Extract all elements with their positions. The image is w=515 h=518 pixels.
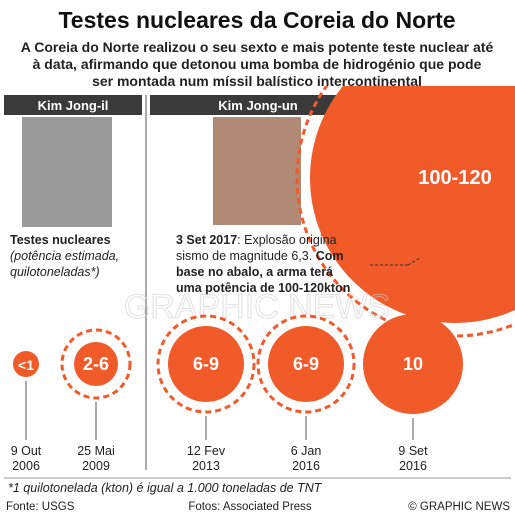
annotation-text: uma potência de 100-120kton — [176, 281, 350, 295]
date-year: 2009 — [82, 459, 110, 473]
watermark: GRAPHIC NEWS — [124, 288, 390, 326]
legend-title: Testes nucleares — [10, 233, 111, 247]
bubble-label: 100-120 — [418, 167, 491, 189]
annotation-text: sismo de magnitude 6,3. — [176, 249, 312, 263]
date-year: 2013 — [192, 459, 220, 473]
bubble-label: 6-9 — [293, 354, 319, 374]
credit: © GRAPHIC NEWS — [408, 501, 510, 513]
date-day: 9 Out — [11, 444, 42, 458]
legend-text: (potência estimada, — [10, 249, 119, 263]
bubble-label: 10 — [403, 354, 423, 374]
section-bar — [4, 95, 142, 115]
photo — [213, 117, 301, 225]
annotation-text: Com — [316, 249, 344, 263]
section-label: Kim Jong-un — [218, 98, 297, 113]
photo — [22, 117, 112, 227]
bubble — [310, 86, 515, 323]
annotation: sismo de magnitude 6,3. Com — [176, 249, 343, 263]
legend-text: quilotoneladas*) — [10, 265, 100, 279]
bubble-label: <1 — [18, 357, 34, 373]
subtitle: à data, afirmando que detonou uma bomba … — [33, 56, 482, 72]
ring — [60, 328, 132, 400]
bubble-label: 2-6 — [83, 354, 109, 374]
date-year: 2016 — [292, 459, 320, 473]
bubble — [74, 342, 118, 386]
bubble — [168, 326, 244, 402]
bubble-label: 6-9 — [193, 354, 219, 374]
date-day: 12 Fev — [187, 444, 226, 458]
subtitle: A Coreia do Norte realizou o seu sexto e… — [21, 39, 494, 55]
date-day: 6 Jan — [291, 444, 322, 458]
photo-credit: Fotos: Associated Press — [188, 501, 312, 513]
date-day: 9 Set — [398, 444, 428, 458]
date-year: 2016 — [399, 459, 427, 473]
annotation-date: 3 Set 2017 — [176, 233, 237, 247]
ring — [156, 314, 256, 414]
annotation-text: base no abalo, a arma terá — [176, 265, 333, 279]
bubble — [13, 351, 39, 377]
date-year: 2006 — [12, 459, 40, 473]
source: Fonte: USGS — [6, 501, 75, 513]
date-day: 25 Mai — [77, 444, 115, 458]
bubble — [363, 314, 463, 414]
annotation: 3 Set 2017: Explosão origina — [176, 233, 337, 247]
subtitle: ser montada num míssil balístico interco… — [92, 73, 422, 89]
ring — [256, 314, 356, 414]
bubble — [268, 326, 344, 402]
footnote: *1 quilotonelada (kton) é igual a 1.000 … — [8, 481, 323, 495]
title: Testes nucleares da Coreia do Norte — [58, 7, 455, 33]
leader — [407, 257, 421, 266]
annotation-text: : Explosão origina — [237, 233, 336, 247]
section-label: Kim Jong-il — [38, 98, 109, 113]
